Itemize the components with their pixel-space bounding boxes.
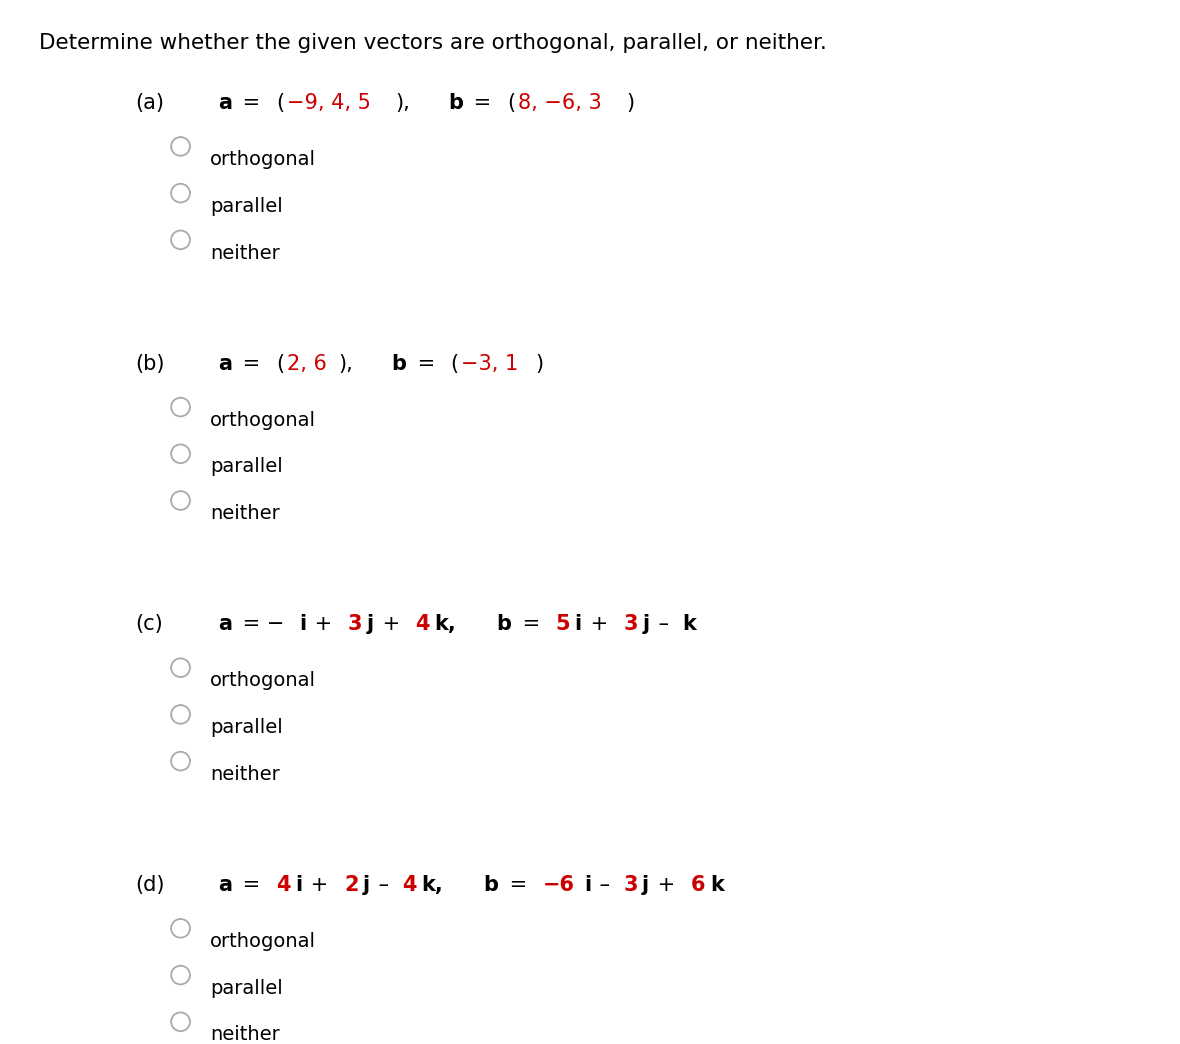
Text: =: = (411, 354, 441, 374)
Text: i: i (299, 614, 306, 635)
Text: =: = (236, 875, 267, 895)
Text: −3, 1: −3, 1 (461, 354, 518, 374)
Text: parallel: parallel (210, 457, 283, 476)
Text: (c): (c) (136, 614, 164, 635)
Text: a: a (218, 875, 232, 895)
Text: 3: 3 (623, 614, 638, 635)
Text: k,: k, (434, 614, 455, 635)
Text: (: ( (507, 93, 516, 113)
Text: i: i (295, 875, 302, 895)
Text: =: = (503, 875, 533, 895)
Text: –: – (651, 614, 675, 635)
Text: j: j (362, 875, 369, 895)
Text: b: b (448, 93, 463, 113)
Text: +: + (375, 614, 407, 635)
Text: +: + (304, 875, 335, 895)
Text: j: j (642, 614, 649, 635)
Text: j: j (642, 875, 649, 895)
Text: (a): (a) (136, 93, 165, 113)
Text: neither: neither (210, 504, 280, 523)
Text: =: = (236, 354, 267, 374)
Text: 4: 4 (276, 875, 290, 895)
Text: neither: neither (210, 1025, 280, 1044)
Text: neither: neither (210, 765, 280, 784)
Text: =: = (236, 93, 267, 113)
Text: a: a (218, 354, 232, 374)
Text: b: b (392, 354, 406, 374)
Text: 5: 5 (556, 614, 570, 635)
Text: 3: 3 (348, 614, 362, 635)
Text: = −: = − (236, 614, 284, 635)
Text: neither: neither (210, 243, 280, 262)
Text: −6: −6 (543, 875, 575, 895)
Text: i: i (575, 614, 582, 635)
Text: k: k (682, 614, 696, 635)
Text: (: ( (276, 354, 284, 374)
Text: j: j (367, 614, 374, 635)
Text: (d): (d) (136, 875, 165, 895)
Text: parallel: parallel (210, 978, 283, 998)
Text: ),: ), (339, 354, 353, 374)
Text: (: ( (276, 93, 284, 113)
Text: 2: 2 (343, 875, 359, 895)
Text: +: + (651, 875, 682, 895)
Text: −9, 4, 5: −9, 4, 5 (287, 93, 371, 113)
Text: 3: 3 (623, 875, 638, 895)
Text: –: – (594, 875, 617, 895)
Text: i: i (584, 875, 591, 895)
Text: –: – (372, 875, 395, 895)
Text: 6: 6 (691, 875, 706, 895)
Text: k,: k, (421, 875, 442, 895)
Text: a: a (218, 93, 232, 113)
Text: =: = (467, 93, 498, 113)
Text: 4: 4 (415, 614, 430, 635)
Text: parallel: parallel (210, 197, 283, 216)
Text: +: + (584, 614, 615, 635)
Text: 2, 6: 2, 6 (287, 354, 327, 374)
Text: orthogonal: orthogonal (210, 932, 316, 951)
Text: Determine whether the given vectors are orthogonal, parallel, or neither.: Determine whether the given vectors are … (39, 33, 827, 53)
Text: ),: ), (395, 93, 409, 113)
Text: parallel: parallel (210, 718, 283, 737)
Text: 8, −6, 3: 8, −6, 3 (518, 93, 602, 113)
Text: +: + (308, 614, 339, 635)
Text: (b): (b) (136, 354, 165, 374)
Text: k: k (710, 875, 723, 895)
Text: 4: 4 (402, 875, 417, 895)
Text: ): ) (535, 354, 543, 374)
Text: orthogonal: orthogonal (210, 671, 316, 690)
Text: (: ( (451, 354, 459, 374)
Text: ): ) (625, 93, 634, 113)
Text: b: b (484, 875, 498, 895)
Text: =: = (516, 614, 546, 635)
Text: orthogonal: orthogonal (210, 410, 316, 430)
Text: b: b (497, 614, 511, 635)
Text: orthogonal: orthogonal (210, 150, 316, 169)
Text: a: a (218, 614, 232, 635)
